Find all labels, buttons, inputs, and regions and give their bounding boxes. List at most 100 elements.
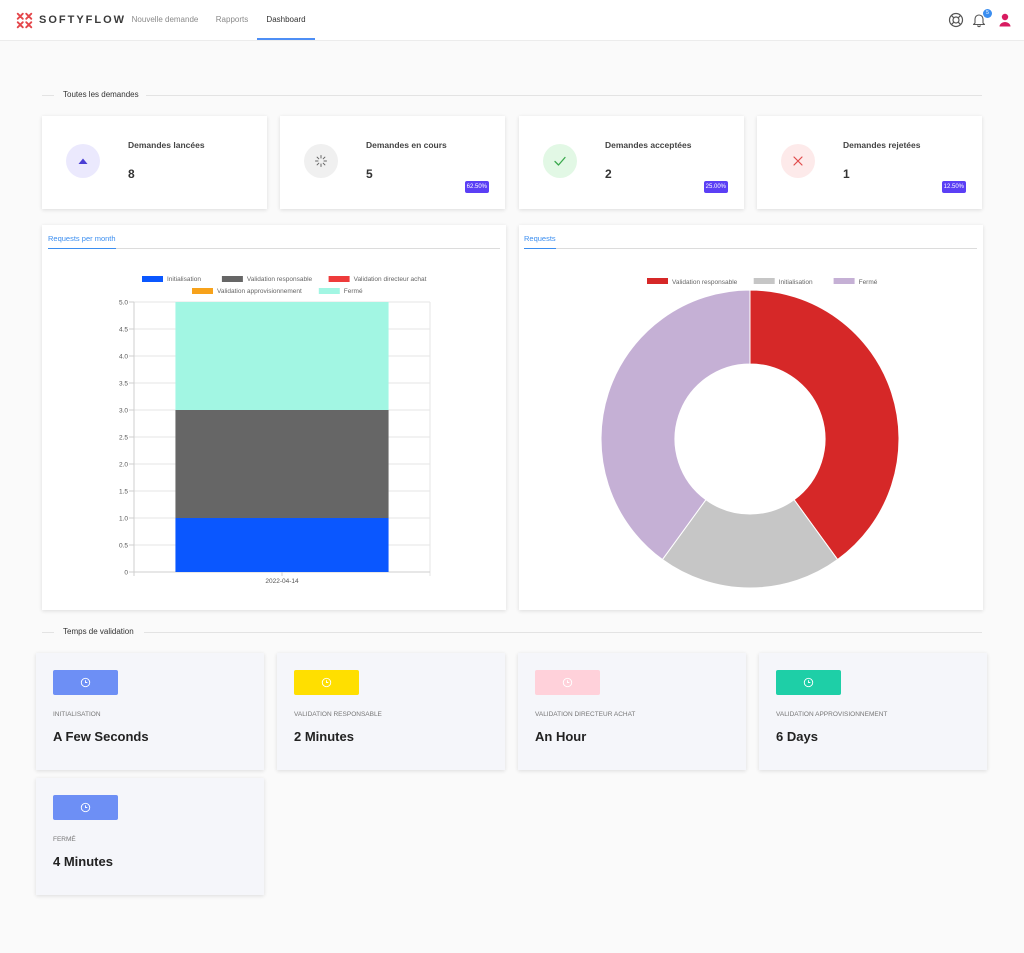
stat-value: 8: [128, 167, 135, 181]
timing-value: A Few Seconds: [53, 729, 149, 744]
legend-swatch: [753, 278, 775, 284]
timing-card-validation-responsable: VALIDATION RESPONSABLE 2 Minutes: [277, 653, 505, 770]
timing-chip: [53, 670, 118, 695]
legend-label: Validation responsable: [247, 276, 313, 283]
bar-segment: [175, 302, 389, 410]
clock-icon: [80, 802, 91, 813]
donut-chart: Validation responsable Initialisation Ferm…: [600, 278, 900, 589]
check-icon: [554, 156, 566, 166]
timing-card-validation-directeur-achat: VALIDATION DIRECTEUR ACHAT An Hour: [518, 653, 746, 770]
stat-card-rejected[interactable]: Demandes rejetées 1 12.50%: [757, 116, 982, 209]
softyflow-logo-icon: [16, 12, 33, 28]
timing-value: 2 Minutes: [294, 729, 354, 744]
donut-slice: [749, 289, 900, 561]
legend-swatch: [318, 288, 340, 294]
stat-card-in-progress[interactable]: Demandes en cours 5 62.50%: [280, 116, 505, 209]
y-tick-label: 0: [124, 570, 128, 577]
nav-nouvelle-demande[interactable]: Nouvelle demande: [131, 15, 199, 24]
legend-swatch: [833, 278, 855, 284]
y-tick-label: 4.5: [119, 327, 128, 334]
timing-card-ferme: FERMÉ 4 Minutes: [36, 778, 264, 895]
timing-chip: [294, 670, 359, 695]
legend-swatch: [192, 288, 213, 294]
y-tick-label: 0.5: [119, 543, 128, 550]
stat-title: Demandes en cours: [366, 140, 447, 150]
legend-label: Initialisation: [167, 276, 201, 283]
legend-swatch: [142, 276, 163, 282]
stat-percent-badge: 25.00%: [703, 181, 728, 193]
bar-segment: [175, 410, 389, 518]
triangle-up-icon: [78, 158, 88, 164]
clock-icon: [803, 677, 814, 688]
y-tick-label: 3.5: [119, 381, 128, 388]
close-icon: [793, 156, 803, 166]
stat-value: 1: [843, 167, 850, 181]
timing-label: VALIDATION APPROVISIONNEMENT: [776, 711, 888, 718]
help-button[interactable]: [948, 12, 964, 28]
y-tick-label: 2.5: [119, 435, 128, 442]
legend-label: Validation responsable: [672, 279, 738, 286]
timing-card-validation-approvisionnement: VALIDATION APPROVISIONNEMENT 6 Days: [759, 653, 987, 770]
stat-percent-badge: 62.50%: [464, 181, 489, 193]
legend-swatch: [647, 278, 668, 284]
y-tick-label: 4.0: [119, 354, 128, 361]
y-tick-label: 5.0: [119, 300, 128, 307]
user-icon: [999, 13, 1011, 27]
stat-card-launched[interactable]: Demandes lancées 8: [42, 116, 267, 209]
legend-label: Fermé: [344, 288, 363, 295]
spinner-icon: [315, 155, 327, 167]
donut-slice: [600, 289, 751, 561]
chart-tabbar: Requests: [524, 231, 977, 249]
top-navbar: SOFTYFLOW Nouvelle demande Rapports Dash…: [0, 0, 1024, 41]
section-header-all-requests: Toutes les demandes: [42, 89, 982, 101]
clock-icon: [562, 677, 573, 688]
x-tick-label: 2022-04-14: [265, 578, 299, 585]
stat-value: 2: [605, 167, 612, 181]
stat-icon-wrap: [543, 144, 577, 178]
legend-swatch: [221, 276, 243, 282]
stat-title: Demandes lancées: [128, 140, 205, 150]
timing-card-initialisation: INITIALISATION A Few Seconds: [36, 653, 264, 770]
timing-label: INITIALISATION: [53, 711, 101, 718]
brand-logo[interactable]: SOFTYFLOW: [16, 11, 126, 29]
timing-value: 6 Days: [776, 729, 818, 744]
tab-requests-per-month[interactable]: Requests per month: [48, 234, 116, 249]
stat-icon-wrap: [66, 144, 100, 178]
stacked-bar-chart: Initialisation Validation responsable Vali…: [119, 276, 431, 585]
stat-card-accepted[interactable]: Demandes acceptées 2 25.00%: [519, 116, 744, 209]
notification-count-badge: 5: [983, 9, 992, 18]
section-title: Toutes les demandes: [63, 89, 145, 101]
y-tick-label: 1.5: [119, 489, 128, 496]
chart-card-requests: Requests Validation responsable Initialis…: [519, 225, 983, 610]
legend-label: Fermé: [859, 279, 878, 286]
section-header-validation-time: Temps de validation: [42, 626, 982, 638]
timing-chip: [53, 795, 118, 820]
nav-rapports[interactable]: Rapports: [215, 15, 249, 24]
section-title: Temps de validation: [63, 626, 140, 638]
bell-icon: [972, 14, 986, 28]
legend-label: Validation directeur achat: [354, 276, 427, 283]
bar-segment: [175, 518, 389, 572]
clock-icon: [321, 677, 332, 688]
user-menu-button[interactable]: [997, 12, 1013, 28]
nav-dashboard[interactable]: Dashboard: [257, 0, 315, 40]
stat-icon-wrap: [304, 144, 338, 178]
stat-title: Demandes rejetées: [843, 140, 921, 150]
y-tick-label: 3.0: [119, 408, 128, 415]
legend-label: Initialisation: [779, 279, 813, 286]
brand-name: SOFTYFLOW: [39, 14, 127, 26]
tab-requests[interactable]: Requests: [524, 234, 556, 249]
timing-chip: [535, 670, 600, 695]
notifications-button[interactable]: [971, 12, 987, 28]
lifebuoy-icon: [948, 12, 964, 28]
legend-label: Validation approvisionnement: [217, 288, 302, 295]
chart-tabbar: Requests per month: [48, 231, 500, 249]
stat-value: 5: [366, 167, 373, 181]
timing-label: FERMÉ: [53, 836, 76, 843]
y-tick-label: 1.0: [119, 516, 128, 523]
y-tick-label: 2.0: [119, 462, 128, 469]
legend-swatch: [328, 276, 350, 282]
stat-percent-badge: 12.50%: [941, 181, 966, 193]
chart-card-requests-per-month: Requests per month Initialisation Validat…: [42, 225, 506, 610]
clock-icon: [80, 677, 91, 688]
